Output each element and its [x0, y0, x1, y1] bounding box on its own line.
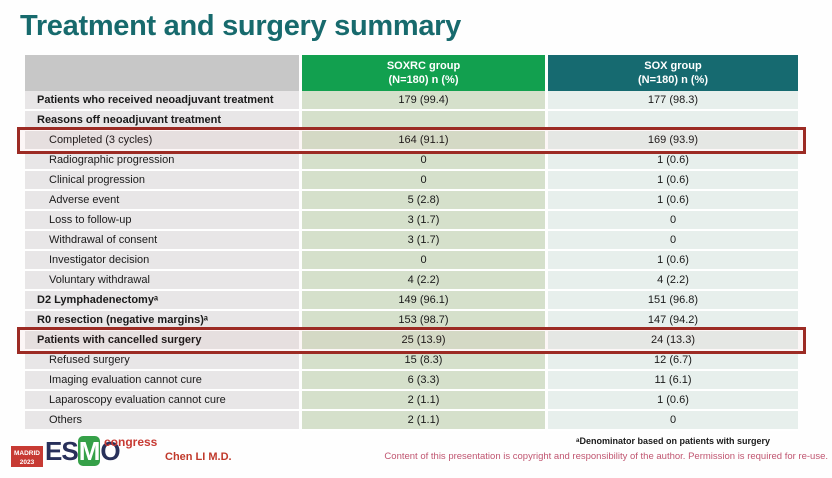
- table-body: Patients who received neoadjuvant treatm…: [25, 91, 798, 431]
- table-header-row: SOXRC group (N=180) n (%) SOX group (N=1…: [25, 55, 798, 91]
- table-row: Reasons off neoadjuvant treatment: [25, 111, 798, 131]
- soxrc-value-cell: 4 (2.2): [302, 271, 545, 291]
- row-label: Investigator decision: [25, 251, 299, 271]
- table-row: Radiographic progression 0 1 (0.6): [25, 151, 798, 171]
- sox-column-header: SOX group (N=180) n (%): [548, 55, 798, 91]
- sox-value-cell: [548, 111, 798, 131]
- soxrc-value-cell: 15 (8.3): [302, 351, 545, 371]
- table-row: Investigator decision 0 1 (0.6): [25, 251, 798, 271]
- row-label: Withdrawal of consent: [25, 231, 299, 251]
- row-label: D2 Lymphadenectomyᵃ: [25, 291, 299, 311]
- sox-value-cell: 151 (96.8): [548, 291, 798, 311]
- soxrc-value-cell: 0: [302, 251, 545, 271]
- congress-logo-label: congress: [104, 435, 158, 449]
- page-title: Treatment and surgery summary: [20, 10, 461, 42]
- soxrc-value-cell: 0: [302, 151, 545, 171]
- table-row: Adverse event 5 (2.8) 1 (0.6): [25, 191, 798, 211]
- soxrc-value-cell: 2 (1.1): [302, 391, 545, 411]
- soxrc-value-cell: 149 (96.1): [302, 291, 545, 311]
- sox-value-cell: 0: [548, 231, 798, 251]
- table-row: Refused surgery 15 (8.3) 12 (6.7): [25, 351, 798, 371]
- sox-column-title: SOX group: [644, 59, 702, 72]
- esmo-logo-text: ESMO: [45, 436, 121, 466]
- table-row: D2 Lymphadenectomyᵃ 149 (96.1) 151 (96.8): [25, 291, 798, 311]
- esmo-logo-letter: S: [61, 436, 78, 466]
- sox-value-cell: 169 (93.9): [548, 131, 798, 151]
- table-row: Completed (3 cycles) 164 (91.1) 169 (93.9): [25, 131, 798, 151]
- table-row: Voluntary withdrawal 4 (2.2) 4 (2.2): [25, 271, 798, 291]
- sox-value-cell: 1 (0.6): [548, 251, 798, 271]
- madrid-2023-logo-badge: MADRID 2023: [11, 446, 43, 467]
- soxrc-value-cell: 3 (1.7): [302, 231, 545, 251]
- table-row: Others 2 (1.1) 0: [25, 411, 798, 431]
- soxrc-column-title: SOXRC group: [386, 59, 461, 72]
- esmo-logo-letter: O: [100, 436, 120, 466]
- table-row: Patients with cancelled surgery 25 (13.9)…: [25, 331, 798, 351]
- summary-table: SOXRC group (N=180) n (%) SOX group (N=1…: [17, 55, 806, 431]
- soxrc-value-cell: 0: [302, 171, 545, 191]
- esmo-logo-letter: M: [77, 436, 101, 466]
- soxrc-value-cell: 25 (13.9): [302, 331, 545, 351]
- row-label: Adverse event: [25, 191, 299, 211]
- table-footnote: ᵃDenominator based on patients with surg…: [576, 436, 770, 446]
- table-row: Imaging evaluation cannot cure 6 (3.3) 11 …: [25, 371, 798, 391]
- logo-location-label: MADRID: [14, 450, 40, 457]
- row-label: Reasons off neoadjuvant treatment: [25, 111, 299, 131]
- table-row: Laparoscopy evaluation cannot cure 2 (1.1…: [25, 391, 798, 411]
- row-label: Laparoscopy evaluation cannot cure: [25, 391, 299, 411]
- row-label-column-header: [25, 55, 299, 91]
- row-label: Refused surgery: [25, 351, 299, 371]
- sox-value-cell: 11 (6.1): [548, 371, 798, 391]
- row-label: Loss to follow-up: [25, 211, 299, 231]
- table-row: Clinical progression 0 1 (0.6): [25, 171, 798, 191]
- esmo-logo-letter: E: [45, 436, 62, 466]
- logo-year-label: 2023: [19, 459, 35, 467]
- sox-value-cell: 1 (0.6): [548, 191, 798, 211]
- copyright-notice: Content of this presentation is copyrigh…: [384, 451, 828, 462]
- row-label: Clinical progression: [25, 171, 299, 191]
- soxrc-value-cell: 179 (99.4): [302, 91, 545, 111]
- row-label: Others: [25, 411, 299, 431]
- row-label: Completed (3 cycles): [25, 131, 299, 151]
- row-label: Radiographic progression: [25, 151, 299, 171]
- soxrc-column-header: SOXRC group (N=180) n (%): [302, 55, 545, 91]
- table-row: R0 resection (negative margins)ᵃ 153 (98.…: [25, 311, 798, 331]
- sox-value-cell: 1 (0.6): [548, 151, 798, 171]
- sox-value-cell: 4 (2.2): [548, 271, 798, 291]
- soxrc-value-cell: 6 (3.3): [302, 371, 545, 391]
- sox-value-cell: 24 (13.3): [548, 331, 798, 351]
- row-label: Imaging evaluation cannot cure: [25, 371, 299, 391]
- row-label: Patients with cancelled surgery: [25, 331, 299, 351]
- row-label: R0 resection (negative margins)ᵃ: [25, 311, 299, 331]
- sox-value-cell: 12 (6.7): [548, 351, 798, 371]
- soxrc-value-cell: 5 (2.8): [302, 191, 545, 211]
- sox-value-cell: 0: [548, 411, 798, 431]
- soxrc-value-cell: [302, 111, 545, 131]
- sox-value-cell: 1 (0.6): [548, 171, 798, 191]
- sox-column-subtitle: (N=180) n (%): [638, 74, 708, 86]
- table-row: Loss to follow-up 3 (1.7) 0: [25, 211, 798, 231]
- table-row: Withdrawal of consent 3 (1.7) 0: [25, 231, 798, 251]
- soxrc-value-cell: 2 (1.1): [302, 411, 545, 431]
- soxrc-value-cell: 3 (1.7): [302, 211, 545, 231]
- author-name: Chen LI M.D.: [165, 451, 232, 463]
- table-row: Patients who received neoadjuvant treatm…: [25, 91, 798, 111]
- soxrc-value-cell: 153 (98.7): [302, 311, 545, 331]
- sox-value-cell: 147 (94.2): [548, 311, 798, 331]
- sox-value-cell: 0: [548, 211, 798, 231]
- row-label: Patients who received neoadjuvant treatm…: [25, 91, 299, 111]
- soxrc-value-cell: 164 (91.1): [302, 131, 545, 151]
- soxrc-column-subtitle: (N=180) n (%): [388, 74, 459, 86]
- sox-value-cell: 177 (98.3): [548, 91, 798, 111]
- row-label: Voluntary withdrawal: [25, 271, 299, 291]
- sox-value-cell: 1 (0.6): [548, 391, 798, 411]
